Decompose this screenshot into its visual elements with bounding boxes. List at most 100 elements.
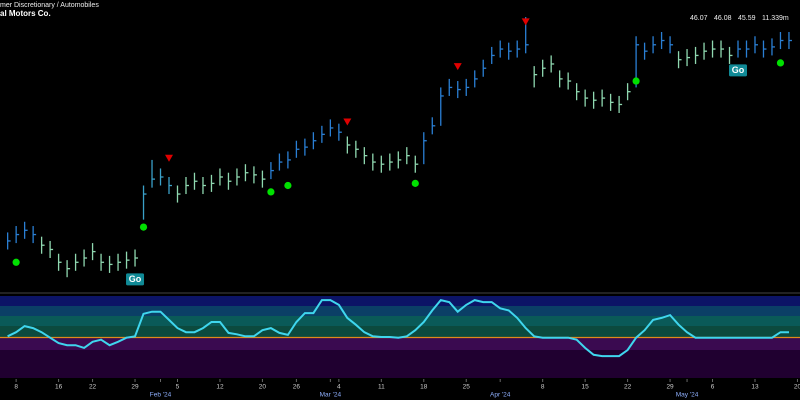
price-bar <box>185 176 189 195</box>
price-bar <box>100 253 105 271</box>
x-tick-label: 18 <box>420 384 428 391</box>
price-bar <box>346 136 351 154</box>
price-bar <box>584 89 589 107</box>
go-label-box <box>126 273 145 286</box>
price-bar <box>108 255 113 273</box>
price-bar <box>491 46 495 64</box>
price-bar <box>448 78 453 96</box>
price-bar <box>193 172 198 190</box>
price-bar <box>677 51 682 69</box>
quote-value: 46.08 <box>714 15 732 22</box>
price-bar <box>219 168 223 186</box>
price-bar <box>159 168 164 186</box>
price-bar <box>440 87 444 126</box>
price-bar <box>338 123 342 141</box>
price-bar <box>660 31 665 50</box>
price-bar <box>312 132 317 150</box>
go-dot <box>284 181 292 190</box>
price-bar <box>253 166 257 184</box>
x-tick-label: 15 <box>582 384 590 391</box>
band <box>0 350 800 378</box>
price-bar <box>321 125 325 143</box>
price-bar <box>779 31 784 50</box>
price-bar <box>278 153 283 171</box>
price-bar <box>457 81 461 99</box>
x-tick-label: 29 <box>666 384 674 391</box>
x-tick-label: 16 <box>55 384 63 391</box>
price-bar <box>499 40 504 58</box>
price-bar <box>592 91 597 109</box>
x-tick-label: Apr '24 <box>490 392 511 399</box>
price-bar <box>287 151 291 169</box>
price-bar <box>91 243 96 261</box>
x-tick-label: May '24 <box>676 392 699 399</box>
price-bar <box>66 260 71 278</box>
price-bar <box>703 42 708 60</box>
go-dot <box>267 188 275 196</box>
band <box>0 337 800 350</box>
x-tick-label: 29 <box>131 384 139 391</box>
price-bar <box>49 240 54 259</box>
price-bar <box>125 251 130 269</box>
price-bar <box>575 83 580 101</box>
x-tick-label: 25 <box>463 384 471 391</box>
quote-value: 45.59 <box>738 15 756 22</box>
band <box>0 326 800 337</box>
price-bar <box>542 59 546 77</box>
x-tick-label: 4 <box>337 384 341 391</box>
x-tick-label: 20 <box>259 384 267 391</box>
price-bar <box>414 155 419 173</box>
go-dot <box>139 223 148 231</box>
price-bar <box>643 42 648 60</box>
price-bar <box>261 170 266 188</box>
price-bar <box>380 155 385 173</box>
x-tick-label: Feb '24 <box>150 392 172 399</box>
price-bar <box>533 66 538 88</box>
price-bar <box>737 40 742 58</box>
sector-label: mer Discretionary / Automobiles <box>0 2 99 9</box>
price-bar <box>117 253 122 271</box>
countertrend-triangle <box>343 118 352 126</box>
x-tick-label: 22 <box>624 384 632 391</box>
price-bar <box>626 83 631 101</box>
x-tick-label: 6 <box>711 384 715 391</box>
countertrend-triangle <box>453 63 462 71</box>
price-bar <box>397 151 402 169</box>
price-bar <box>363 147 368 165</box>
price-bar <box>151 159 156 188</box>
x-tick-label: 8 <box>14 384 18 391</box>
quote-value: 46.07 <box>690 15 708 22</box>
x-tick-label: 12 <box>216 384 224 391</box>
price-bar <box>57 253 62 271</box>
price-bar <box>389 153 393 171</box>
x-tick-label: 11 <box>378 384 385 391</box>
x-tick-label: Mar '24 <box>320 392 342 399</box>
price-bar <box>601 89 606 107</box>
price-bar <box>567 72 572 90</box>
price-bar <box>745 40 750 58</box>
price-bar <box>431 117 436 135</box>
price-bar <box>142 185 147 220</box>
band <box>0 296 800 306</box>
price-bar <box>516 40 521 58</box>
price-bar <box>720 40 725 58</box>
price-bar <box>618 95 623 114</box>
price-bar <box>482 59 487 77</box>
price-bar <box>244 164 249 182</box>
band <box>0 306 800 316</box>
go-dot <box>12 258 20 266</box>
price-bar <box>304 138 308 156</box>
price-bar <box>83 249 88 267</box>
price-bar <box>355 140 359 158</box>
price-bar <box>15 226 20 244</box>
price-bar <box>694 46 699 64</box>
countertrend-triangle <box>165 154 174 162</box>
price-bar <box>754 36 758 54</box>
price-bar <box>559 70 563 88</box>
price-bar <box>295 140 300 158</box>
x-tick-label: 20 <box>794 384 800 391</box>
price-bar <box>227 172 232 190</box>
countertrend-triangle <box>521 18 530 26</box>
x-tick-label: 5 <box>176 384 180 391</box>
